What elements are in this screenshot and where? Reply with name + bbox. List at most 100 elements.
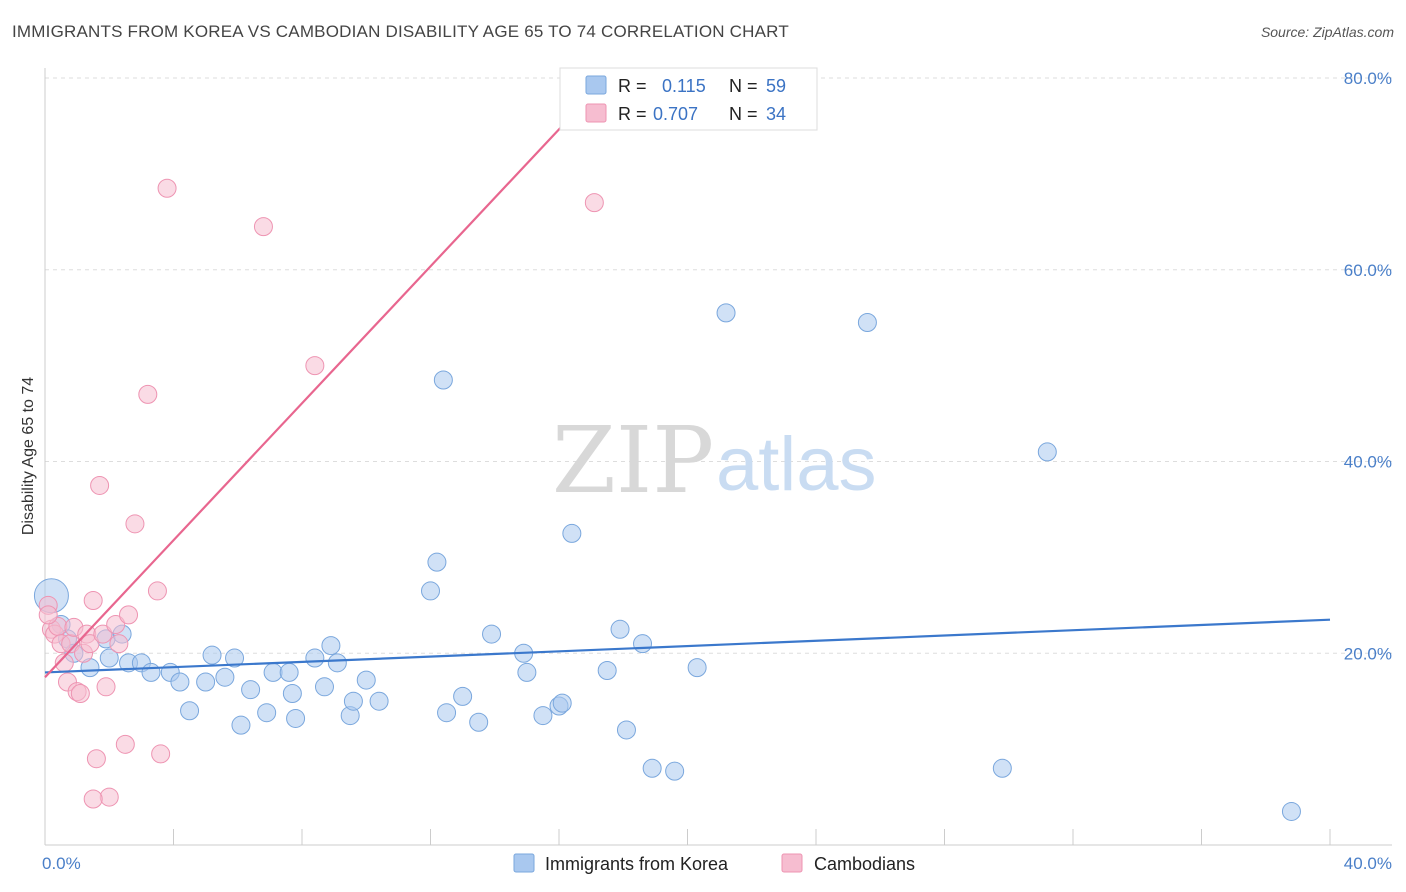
cambodian-point [253, 217, 273, 237]
x-tick-labels: 0.0% 40.0% [42, 854, 1392, 873]
cambodian-point [99, 787, 119, 807]
cambodian-point [38, 605, 58, 625]
cambodian-point [119, 605, 139, 625]
legend-n-label-1: N = [729, 76, 758, 96]
korea-point [421, 581, 440, 601]
korea-points [33, 303, 1301, 821]
trend-lines [44, 77, 1331, 678]
korea-point [327, 653, 347, 673]
korea-point [665, 761, 685, 781]
chart-source: Source: ZipAtlas.com [1260, 24, 1394, 40]
korea-point [99, 648, 119, 668]
bottom-legend-swatch-korea [513, 853, 535, 873]
cambodian-point [86, 749, 106, 769]
korea-point [141, 662, 161, 682]
cambodian-point [96, 677, 116, 697]
korea-point [282, 684, 302, 704]
cambodian-point [138, 384, 158, 404]
korea-point [225, 648, 245, 668]
korea-point [482, 624, 502, 644]
korea-point [314, 677, 334, 697]
y-tick-labels: 20.0% 40.0% 60.0% 80.0% [1344, 69, 1392, 663]
cambodian-point [106, 614, 126, 634]
cambodian-point [70, 684, 90, 704]
watermark: ZIP atlas [552, 407, 877, 514]
cambodian-point [151, 744, 171, 764]
korea-trend-line [44, 618, 1331, 674]
cambodian-point [93, 624, 113, 644]
cambodian-point [115, 734, 135, 754]
korea-point [453, 686, 473, 706]
korea-point [642, 758, 662, 778]
korea-point [597, 661, 617, 681]
korea-point [552, 693, 572, 713]
korea-point [343, 691, 363, 711]
x-ticks [44, 829, 1331, 845]
legend-swatch-korea [585, 75, 607, 95]
legend-r-label-1: R = [618, 76, 647, 96]
korea-point [433, 370, 453, 390]
cambodian-point [157, 178, 177, 198]
bottom-legend-swatch-cambodian [781, 853, 803, 873]
korea-point [687, 658, 707, 678]
korea-point [437, 703, 457, 723]
korea-point [857, 312, 877, 332]
korea-point [231, 715, 251, 735]
chart-title: IMMIGRANTS FROM KOREA VS CAMBODIAN DISAB… [12, 22, 789, 41]
legend-r-label-2: R = [618, 104, 647, 124]
cambodian-point [83, 591, 103, 611]
korea-point [356, 670, 376, 690]
x-tick-label: 40.0% [1344, 854, 1392, 873]
korea-point [279, 662, 299, 682]
bottom-legend: Immigrants from Korea Cambodians [513, 853, 915, 874]
korea-point [257, 703, 277, 723]
cambodian-point [80, 634, 100, 654]
korea-point [180, 701, 200, 721]
korea-point [517, 662, 537, 682]
legend-n-value-1: 59 [766, 76, 786, 96]
grid-lines [45, 77, 1392, 654]
korea-point [427, 552, 447, 572]
korea-point [202, 645, 222, 665]
bottom-legend-label-korea: Immigrants from Korea [545, 854, 729, 874]
korea-point [992, 758, 1012, 778]
cambodian-point [125, 514, 145, 534]
bottom-legend-label-cambodian: Cambodians [814, 854, 915, 874]
legend-swatch-cambodian [585, 103, 607, 123]
korea-point [469, 712, 489, 732]
y-axis-label: Disability Age 65 to 74 [20, 377, 37, 535]
watermark-atlas: atlas [716, 422, 877, 507]
cambodian-point [109, 634, 129, 654]
korea-point [562, 523, 582, 543]
cambodian-trend-line [44, 77, 608, 678]
korea-point [321, 636, 341, 656]
legend: R = 0.115 N = 59 R = 0.707 N = 34 [559, 67, 818, 131]
x-tick-label: 0.0% [42, 854, 81, 873]
legend-r-value-1: 0.115 [662, 76, 706, 96]
cambodian-point [305, 356, 325, 376]
korea-point [196, 672, 216, 692]
korea-point [616, 720, 636, 740]
legend-n-label-2: N = [729, 104, 758, 124]
cambodian-points [38, 178, 604, 809]
korea-point [716, 303, 736, 323]
korea-point [215, 667, 235, 687]
korea-point [241, 680, 261, 700]
axes [44, 68, 1392, 846]
cambodian-point [90, 475, 110, 495]
watermark-zip: ZIP [552, 407, 714, 514]
korea-point [286, 708, 306, 728]
cambodian-point [147, 581, 167, 601]
korea-point [1281, 801, 1301, 821]
y-tick-label: 60.0% [1344, 261, 1392, 280]
legend-r-value-2: 0.707 [653, 104, 698, 124]
korea-point [610, 619, 630, 639]
korea-point [170, 672, 190, 692]
cambodian-point [83, 789, 103, 809]
korea-point [305, 648, 325, 668]
korea-point [369, 691, 389, 711]
y-tick-label: 20.0% [1344, 644, 1392, 663]
cambodian-point [584, 193, 604, 213]
legend-n-value-2: 34 [766, 104, 786, 124]
